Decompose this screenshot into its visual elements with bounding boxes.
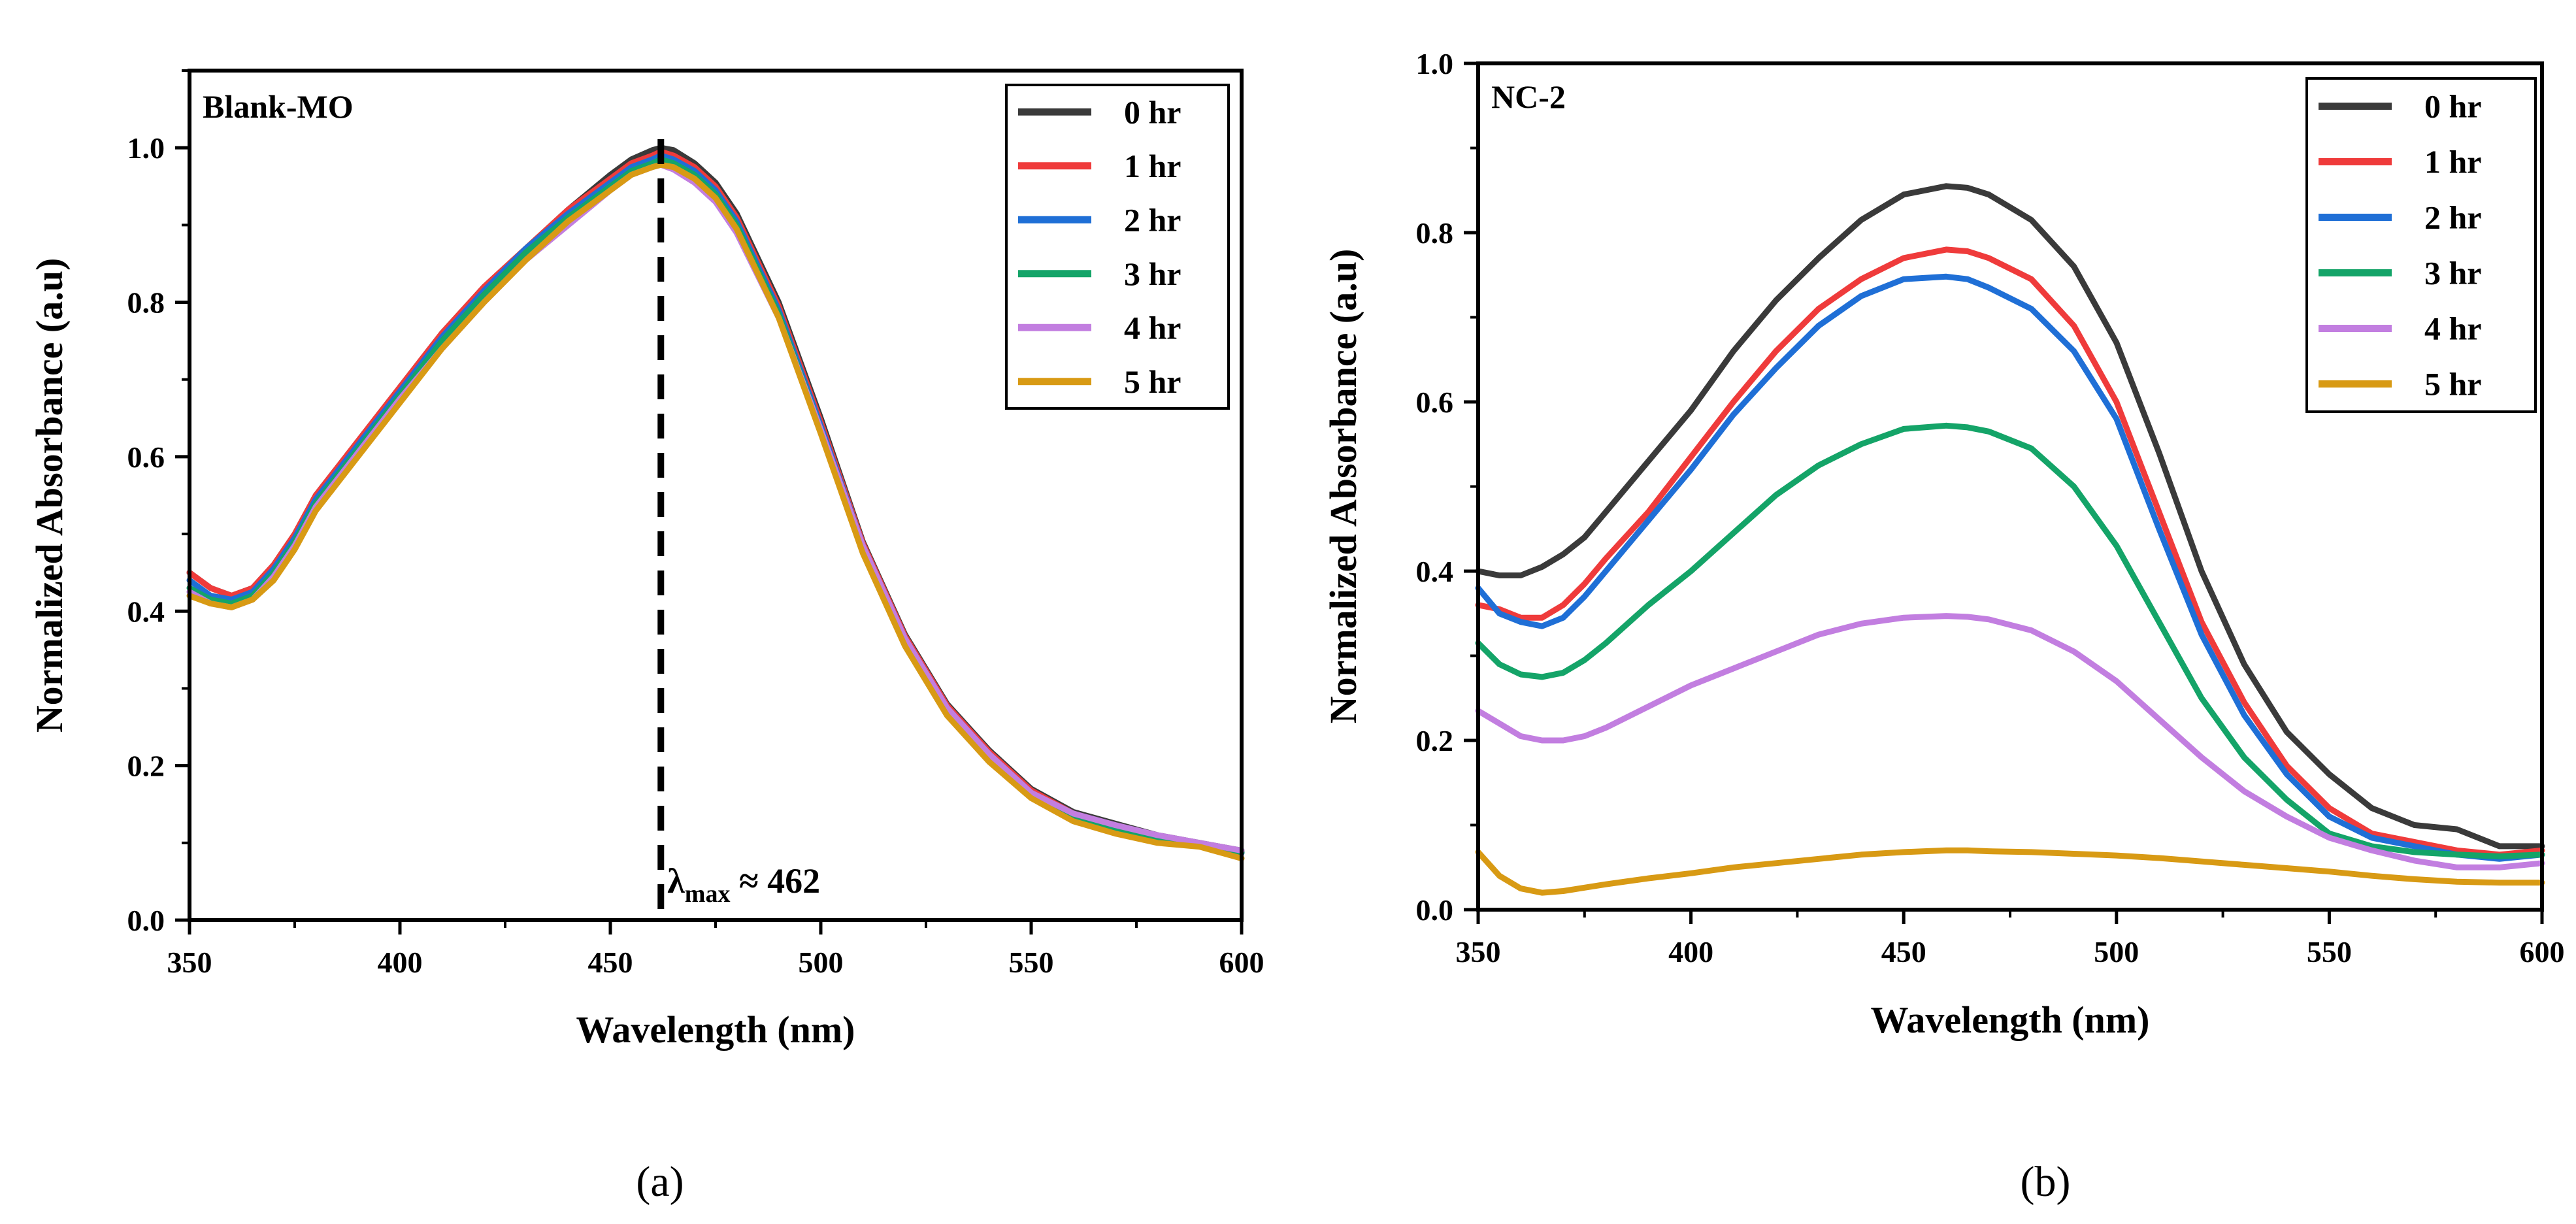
legend-label: 5 hr [1124, 363, 1181, 400]
x-tick-label: 350 [167, 946, 212, 979]
panel-label: (b) [2021, 1158, 2071, 1206]
legend-label: 4 hr [1124, 309, 1181, 346]
x-tick-label: 600 [1219, 946, 1264, 979]
y-tick-label: 0.6 [127, 440, 165, 474]
y-tick-label: 0.8 [1416, 216, 1454, 250]
y-tick-label: 0.2 [127, 750, 165, 783]
panel-title: Blank-MO [203, 88, 354, 125]
series-line-5-hr [1475, 847, 2545, 896]
legend-label: 4 hr [2424, 310, 2482, 347]
legend-label: 5 hr [2424, 366, 2482, 403]
y-axis-title: Normalized Absorbance (a.u) [1322, 249, 1364, 724]
legend-label: 0 hr [1124, 93, 1181, 130]
series-line-5-hr [186, 161, 1245, 861]
series-line-0-hr [1475, 183, 2545, 850]
x-tick-label: 450 [1881, 935, 1926, 968]
y-tick-label: 0.6 [1416, 386, 1454, 419]
y-tick-label: 1.0 [127, 131, 165, 165]
y-tick-label: 0.0 [1416, 893, 1454, 927]
x-tick-label: 400 [1668, 935, 1713, 968]
y-tick-label: 0.4 [127, 595, 165, 628]
x-tick-label: 500 [799, 946, 844, 979]
series-line-3-hr [1475, 422, 2545, 859]
x-axis-title: Wavelength (nm) [576, 1008, 855, 1051]
lambda-max-label: λmax ≈ 462 [667, 861, 820, 908]
y-axis-title: Normalized Absorbance (a.u) [28, 258, 71, 733]
x-tick-label: 550 [2307, 935, 2352, 968]
chart-panel-a: λmax ≈ 462 350 400 450 500 550 600 0.0 0.2 0.4 0.6… [28, 69, 1264, 1206]
legend-box [2305, 77, 2537, 413]
panel-label: (a) [636, 1158, 684, 1206]
panel-title: NC-2 [1491, 78, 1566, 115]
y-tick-label: 0.2 [1416, 724, 1454, 757]
legend: 0 hr 1 hr 2 hr 3 hr 4 hr 5 hr [1005, 84, 1230, 410]
series-line-1-hr [1475, 246, 2545, 858]
y-tick-label: 0.4 [1416, 555, 1454, 588]
x-tick-label: 550 [1009, 946, 1054, 979]
legend-label: 3 hr [1124, 256, 1181, 292]
series-line-2-hr [1475, 273, 2545, 862]
x-tick-label: 350 [1456, 935, 1501, 968]
x-tick-label: 600 [2520, 935, 2565, 968]
x-tick-label: 450 [588, 946, 633, 979]
y-tick-label: 0.0 [127, 904, 165, 937]
x-axis-title: Wavelength (nm) [1871, 999, 2150, 1041]
series-line-4-hr [1475, 613, 2545, 870]
legend-label: 3 hr [2424, 255, 2482, 291]
legend-box [1005, 84, 1230, 410]
legend: 0 hr 1 hr 2 hr 3 hr 4 hr 5 hr [2305, 77, 2537, 413]
legend-label: 2 hr [1124, 201, 1181, 238]
x-tick-label: 500 [2094, 935, 2139, 968]
legend-label: 0 hr [2424, 88, 2482, 125]
legend-label: 2 hr [2424, 199, 2482, 236]
y-tick-label: 0.8 [127, 286, 165, 320]
legend-label: 1 hr [1124, 148, 1181, 184]
x-tick-label: 400 [378, 946, 423, 979]
legend-label: 1 hr [2424, 144, 2482, 180]
y-tick-label: 1.0 [1416, 47, 1454, 80]
chart-panel-b: 350 400 450 500 550 600 0.0 0.2 0.4 0.6 0.8 1.0 NC-2… [1322, 47, 2565, 1206]
